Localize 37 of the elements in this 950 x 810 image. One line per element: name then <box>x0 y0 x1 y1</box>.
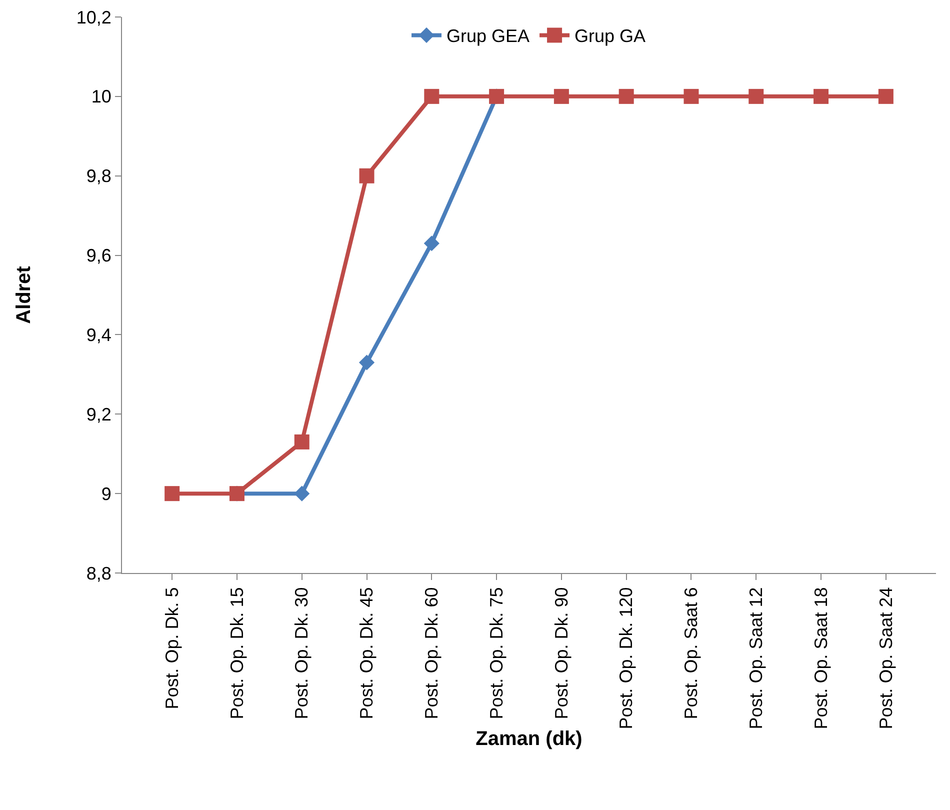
y-tick-label: 10 <box>91 86 112 107</box>
point <box>684 88 699 104</box>
point <box>814 88 829 104</box>
x-tick-label: Post. Op. Dk. 90 <box>551 587 572 720</box>
point <box>618 88 634 104</box>
y-axis-title: Aldret <box>12 266 35 324</box>
x-tick-label: Post. Op. Dk. 75 <box>486 587 506 720</box>
legend-label: Grup GA <box>574 26 646 46</box>
legend-label: Grup GEA <box>446 26 530 46</box>
x-tick-label: Post. Op. Dk. 120 <box>616 587 636 730</box>
x-tick-label: Post. Op. Saat 12 <box>746 587 766 730</box>
x-tick-label: Post. Op. Saat 18 <box>810 587 831 730</box>
point <box>748 88 764 104</box>
point <box>424 236 440 252</box>
point <box>878 88 894 104</box>
point <box>359 168 374 184</box>
x-tick-label: Post. Op. Dk. 30 <box>292 587 312 720</box>
point <box>294 486 310 502</box>
x-tick-label: Post. Op. Saat 6 <box>681 587 702 720</box>
y-tick-label: 9,4 <box>86 325 112 346</box>
x-tick-label: Post. Op. Dk. 60 <box>422 587 442 720</box>
y-tick-label: 9 <box>101 484 112 504</box>
point <box>424 88 440 104</box>
x-tick-label: Post. Op. Saat 24 <box>876 587 896 730</box>
point <box>294 434 310 450</box>
y-tick-label: 8,8 <box>86 563 112 584</box>
x-tick-label: Post. Op. Dk. 15 <box>226 587 247 720</box>
x-tick-label: Post. Op. Dk. 5 <box>162 587 182 710</box>
y-tick-label: 9,2 <box>86 404 112 424</box>
y-tick-label: 9,6 <box>86 246 112 266</box>
point <box>358 354 375 370</box>
x-tick-label: Post. Op. Dk. 45 <box>356 587 377 720</box>
point <box>554 88 569 104</box>
point <box>164 486 180 502</box>
x-axis-title: Zaman (dk) <box>476 728 582 750</box>
y-tick-label: 10,2 <box>76 7 112 28</box>
y-tick-label: 9,8 <box>86 166 112 186</box>
